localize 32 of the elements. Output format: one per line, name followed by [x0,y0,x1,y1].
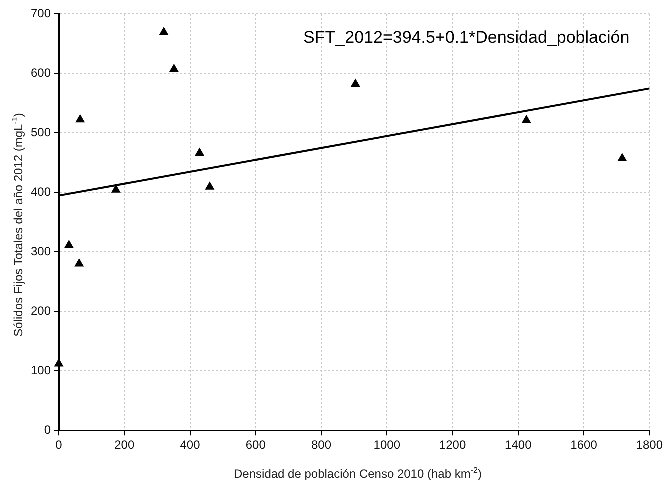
x-tick-label: 1800 [636,438,664,452]
x-tick-label: 0 [56,438,63,452]
y-tick-label: 300 [30,244,52,258]
point [170,64,179,72]
point [74,258,84,267]
x-tick-label: 400 [180,438,201,452]
point [64,240,74,248]
y-tick-label: 100 [30,363,52,378]
point [522,116,531,124]
x-tick-label: 1400 [505,438,532,452]
y-tick-label: 0 [44,422,52,437]
x-tick-label: 600 [246,438,266,452]
y-tick-label: 600 [30,66,52,80]
point [76,114,85,123]
x-tick-label: 1600 [570,438,598,452]
x-tick-label: 1000 [374,438,401,452]
y-tick-label: 400 [30,184,52,199]
point [195,148,204,156]
x-tick-label: 1200 [439,438,466,452]
point [618,154,627,162]
point [160,27,168,36]
x-tick-label: 200 [114,438,135,452]
y-tick-label: 500 [30,125,52,140]
point [54,358,64,367]
y-tick-label: 200 [30,304,52,318]
x-axis-title: Densidad de población Censo 2010 (hab km$^{-2}$) [233,466,483,481]
x-tick-label: 800 [312,438,332,452]
point [112,185,121,193]
point [351,79,360,87]
y-tick-label: 700 [30,6,52,20]
point [206,182,214,190]
annotation: SFT_2012=394.5+0.1*Densidad_población [304,28,630,48]
